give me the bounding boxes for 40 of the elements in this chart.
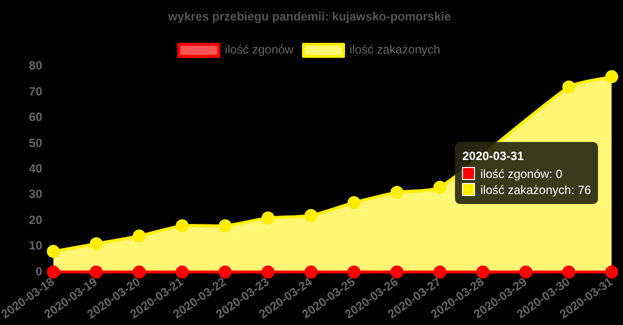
point [176,219,189,232]
point [390,265,404,278]
point [347,196,360,210]
point [476,265,490,278]
y-tick-label: 60 [28,110,43,124]
point [562,265,576,278]
point [90,237,103,250]
annotation: ilość zgonów: 0 [479,166,564,182]
annotation: ilość zakażonych: 76 [479,182,592,198]
point [390,186,404,199]
point [218,265,232,278]
y-tick-label: 30 [28,187,43,202]
point [46,265,60,278]
point [132,230,146,243]
point [132,265,146,278]
legend-label: ilość zgonów [224,42,294,57]
point [262,212,275,225]
y-tick-label: 80 [28,58,43,73]
y-tick-label: 10 [28,238,43,253]
chart-title: wykres przebiegu pandemii: kujawsko-pomorskie [167,10,452,24]
y-tick-label: 0 [36,264,43,278]
point [347,265,360,278]
point [605,265,618,278]
y-tick-label: 40 [28,162,43,176]
y-tick-label: 50 [28,136,43,150]
y-tick-label: 70 [28,84,43,98]
y-tick-label: 20 [28,212,43,227]
point [218,219,232,232]
point [176,265,189,278]
point [90,265,103,278]
point [262,265,275,278]
annotation: 2020-03-31 [462,148,525,164]
point [519,265,532,278]
point [433,180,446,194]
point [562,80,576,94]
point [433,265,446,278]
point [605,70,618,84]
legend-label: ilość zakażonych [349,42,440,57]
point [304,208,318,222]
point [46,244,60,258]
